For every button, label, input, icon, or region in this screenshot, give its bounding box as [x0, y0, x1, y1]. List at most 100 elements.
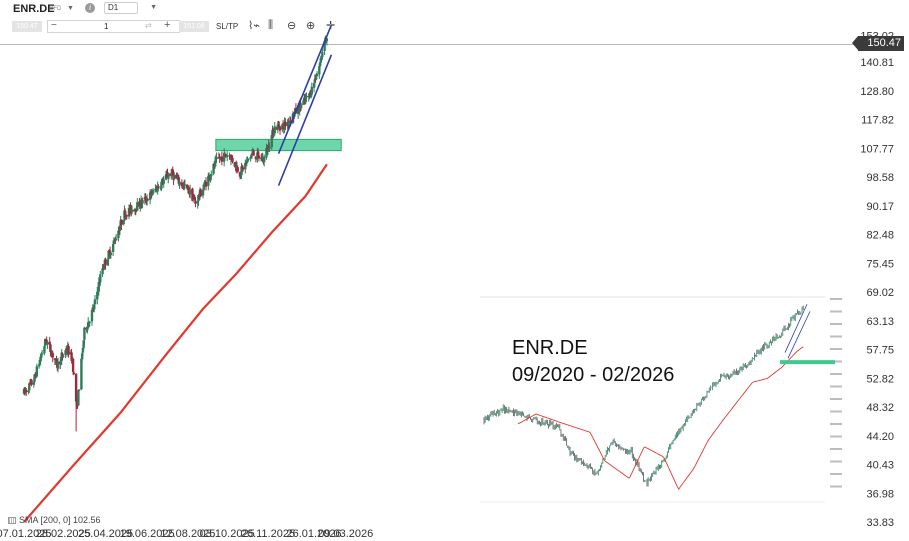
x-tick-label: 07.01.2025 [0, 528, 52, 540]
candle-body [183, 184, 187, 186]
candle-body [220, 156, 224, 162]
candle-body [241, 165, 244, 168]
quantity-stepper[interactable]: − 1 ⇄ + [47, 19, 180, 33]
last-price-line [0, 44, 863, 45]
symbol-dropdown-icon[interactable]: ▼ [67, 5, 74, 12]
chart-toolbar: ENR.DE CFD ▼ i D1 ▼ [0, 0, 909, 17]
candle-body [250, 153, 254, 155]
plus-icon[interactable]: + [164, 19, 171, 31]
candle-body [125, 215, 128, 217]
swap-icon[interactable]: ⇄ [145, 21, 152, 30]
inset-axis-mark [830, 410, 842, 413]
timeframe-value: D1 [108, 3, 119, 12]
inset-channel-lower [787, 311, 811, 359]
candle-body [213, 160, 217, 167]
candle-body [231, 157, 234, 162]
candle-body [27, 391, 30, 393]
y-tick-label: 33.83 [866, 517, 894, 529]
candle-body [136, 202, 139, 211]
support-zone[interactable] [215, 138, 342, 152]
y-tick-label: 44.20 [866, 431, 894, 443]
indicator-icon [8, 517, 16, 524]
chevron-down-icon[interactable]: ▼ [150, 4, 157, 11]
candle-body [124, 210, 127, 218]
candle-body [319, 58, 323, 63]
candle-body [28, 382, 32, 384]
symbol-label[interactable]: ENR.DE [13, 3, 55, 15]
candle-body [207, 176, 210, 186]
candle-body [83, 327, 86, 340]
inset-axis-mark [830, 310, 842, 313]
candle-body [193, 198, 196, 201]
buy-price-button[interactable]: 151.08 [179, 21, 209, 32]
candle-body [203, 182, 206, 187]
instrument-type-label: CFD [49, 6, 62, 12]
candle-body [272, 128, 275, 136]
candle-body [90, 309, 94, 322]
candle-body [82, 340, 85, 349]
chart-type-icon[interactable]: ⌇⌁ [248, 20, 260, 32]
zoom-out-icon[interactable]: ⊖ [287, 20, 297, 32]
candle-body [122, 219, 125, 225]
channel-upper-line[interactable] [277, 24, 333, 154]
candle-body [249, 157, 252, 160]
candle-body [30, 379, 33, 385]
candles-icon[interactable]: ⫼ [268, 19, 274, 31]
candle-body [75, 400, 79, 406]
inset-axis-mark [830, 423, 842, 425]
inset-chart [480, 290, 853, 503]
candle-body [81, 348, 85, 353]
info-icon[interactable]: i [85, 3, 95, 13]
candle-body [318, 63, 322, 67]
indicator-legend[interactable]: SMA [200, 0] 102.56 [8, 515, 101, 525]
candle-body [98, 282, 101, 284]
candle-body [281, 124, 284, 130]
candle-body [80, 353, 84, 360]
candle-body [74, 373, 78, 402]
quantity-value[interactable]: 1 [104, 22, 109, 31]
timeframe-select[interactable]: D1 ▼ [104, 2, 157, 14]
candle-body [281, 123, 285, 125]
candle-body [120, 219, 123, 226]
candle-body [49, 344, 52, 353]
x-tick-label: 28.02.2025 [36, 528, 91, 540]
candle-body [304, 98, 307, 101]
inset-toolbar [480, 290, 853, 299]
x-tick-label: 26.01.2026 [287, 528, 342, 540]
candle-body [162, 179, 165, 184]
candle-body [144, 196, 147, 202]
candle-body [111, 243, 115, 252]
inset-axis-mark [830, 385, 842, 388]
candle-body [56, 361, 60, 369]
candle-body [28, 383, 31, 391]
candle-body [185, 184, 189, 189]
candle-body [236, 167, 239, 172]
candle-body [262, 156, 266, 163]
candle-body [37, 364, 41, 367]
inset-axis-mark [830, 485, 842, 488]
y-tick-label: 107.77 [860, 143, 894, 155]
candle-body [223, 153, 227, 155]
candle-body [222, 152, 226, 162]
candle-body [224, 154, 227, 157]
sell-price-button[interactable]: 150.47 [12, 21, 42, 32]
candle-body [254, 156, 258, 160]
candle-body [320, 56, 323, 59]
candle-body [167, 176, 170, 179]
sltp-button[interactable]: SL/TP [216, 22, 239, 31]
minus-icon[interactable]: − [51, 20, 57, 31]
inset-axis-mark [830, 348, 842, 350]
candle-body [175, 174, 178, 179]
channel-lower-line[interactable] [277, 54, 333, 186]
candle-body [61, 353, 64, 357]
y-tick-label: 82.48 [866, 230, 894, 242]
zoom-in-icon[interactable]: ⊕ [306, 20, 316, 32]
candle-body [166, 173, 169, 178]
candle-body [127, 208, 131, 217]
candle-body [32, 382, 36, 385]
candle-body [202, 186, 205, 191]
candle-body [134, 209, 137, 211]
candle-body [252, 151, 255, 156]
candle-body [257, 155, 261, 159]
candle-body [96, 291, 100, 293]
